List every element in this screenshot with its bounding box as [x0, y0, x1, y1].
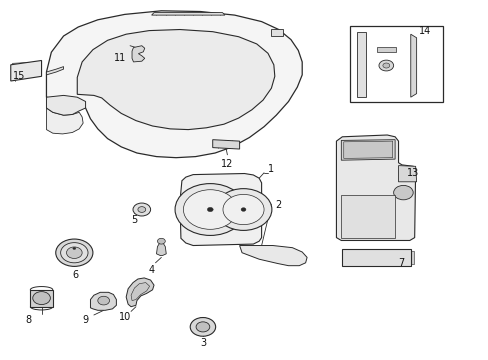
Polygon shape	[30, 290, 53, 307]
Bar	[390, 163, 395, 181]
Polygon shape	[356, 32, 365, 97]
Bar	[348, 163, 353, 181]
Text: 1: 1	[268, 164, 274, 174]
Text: 12: 12	[221, 159, 233, 169]
Bar	[346, 251, 354, 264]
Circle shape	[196, 322, 209, 332]
Polygon shape	[398, 166, 416, 182]
Bar	[367, 199, 373, 235]
Bar	[404, 251, 413, 264]
Polygon shape	[46, 95, 85, 115]
Bar	[384, 184, 389, 194]
Circle shape	[190, 318, 215, 336]
Circle shape	[241, 208, 245, 211]
Bar	[363, 184, 368, 194]
Text: 10: 10	[118, 312, 131, 322]
Text: 5: 5	[131, 215, 137, 225]
Bar	[352, 184, 358, 194]
Polygon shape	[46, 11, 302, 158]
Circle shape	[73, 247, 76, 249]
Polygon shape	[342, 249, 410, 266]
Bar	[379, 199, 385, 235]
Bar	[383, 163, 388, 181]
Polygon shape	[410, 34, 416, 97]
Bar	[394, 184, 400, 194]
Polygon shape	[343, 141, 392, 158]
Polygon shape	[376, 47, 395, 52]
Circle shape	[98, 296, 109, 305]
Bar	[369, 163, 374, 181]
Bar	[389, 251, 398, 264]
Circle shape	[33, 292, 50, 305]
Circle shape	[175, 184, 245, 235]
Circle shape	[183, 190, 237, 229]
Text: 2: 2	[275, 200, 281, 210]
Polygon shape	[212, 140, 239, 149]
Circle shape	[382, 63, 389, 68]
Text: 4: 4	[148, 265, 154, 275]
Circle shape	[133, 203, 150, 216]
Circle shape	[378, 60, 393, 71]
Polygon shape	[46, 67, 63, 75]
Text: 11: 11	[113, 53, 126, 63]
Circle shape	[61, 243, 88, 263]
Bar	[355, 163, 360, 181]
Bar	[341, 163, 346, 181]
Text: 6: 6	[73, 270, 79, 280]
Polygon shape	[271, 29, 282, 36]
Polygon shape	[77, 30, 274, 130]
Bar	[390, 199, 396, 235]
Text: 14: 14	[418, 26, 431, 36]
Text: 13: 13	[406, 168, 419, 178]
Circle shape	[157, 238, 165, 244]
Bar	[373, 184, 379, 194]
Polygon shape	[11, 60, 41, 81]
Bar	[343, 199, 349, 235]
Polygon shape	[46, 108, 83, 134]
Bar	[360, 251, 369, 264]
Polygon shape	[180, 174, 261, 246]
Circle shape	[66, 247, 82, 258]
Bar	[355, 199, 361, 235]
Text: 8: 8	[25, 315, 31, 325]
Circle shape	[393, 185, 412, 200]
Text: 7: 7	[397, 258, 403, 268]
Circle shape	[56, 239, 93, 266]
Polygon shape	[90, 292, 116, 310]
Text: 9: 9	[82, 315, 88, 325]
Text: 15: 15	[13, 71, 26, 81]
Polygon shape	[239, 246, 306, 266]
Bar	[376, 163, 381, 181]
Polygon shape	[341, 195, 394, 238]
Polygon shape	[126, 278, 154, 307]
Polygon shape	[156, 242, 166, 256]
Bar	[375, 251, 384, 264]
Polygon shape	[336, 135, 415, 240]
Text: 3: 3	[200, 338, 205, 348]
Bar	[362, 163, 367, 181]
Circle shape	[207, 207, 213, 212]
Polygon shape	[341, 140, 394, 160]
Bar	[349, 26, 442, 102]
Polygon shape	[132, 46, 144, 62]
Polygon shape	[151, 13, 224, 15]
Circle shape	[215, 189, 271, 230]
Bar	[342, 184, 347, 194]
Circle shape	[138, 207, 145, 212]
Polygon shape	[131, 283, 149, 301]
Circle shape	[223, 194, 264, 225]
